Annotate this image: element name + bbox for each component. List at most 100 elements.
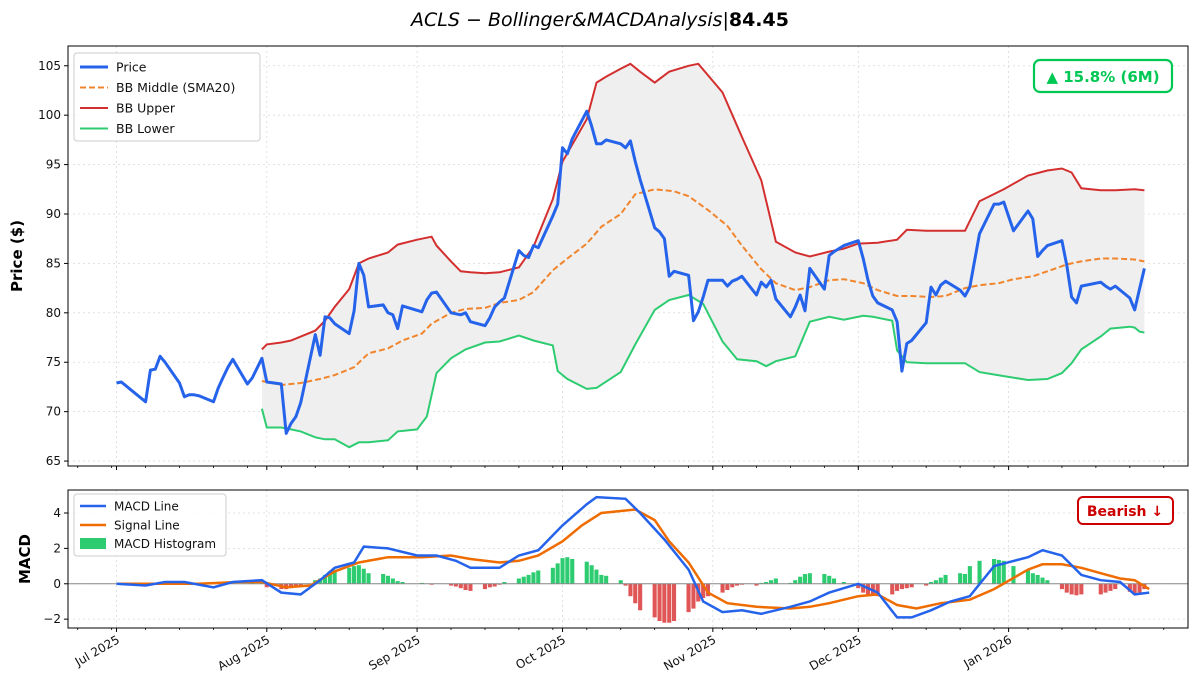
bb-upper-line <box>261 62 1145 351</box>
price-y-tick-label: 65 <box>46 454 61 468</box>
macd-histogram-bar <box>967 566 972 584</box>
price-legend-label: BB Lower <box>116 121 175 136</box>
macd-histogram-bar <box>1098 583 1103 595</box>
price-legend-frame <box>73 52 261 142</box>
macd-histogram-bar <box>996 559 1001 584</box>
macd-histogram-bar <box>638 583 643 611</box>
macd-histogram-bar <box>298 583 303 586</box>
price-y-axis-title: Price ($) <box>8 220 26 292</box>
macd-histogram-bar <box>327 571 332 584</box>
price-legend: Price BB Middle (SMA20) BB Upper BB Lower <box>73 52 261 142</box>
macd-histogram-bar <box>861 583 866 593</box>
macd-histogram-bar <box>492 583 497 587</box>
macd-histogram-bar <box>594 569 599 584</box>
macd-histogram-bar <box>458 583 463 589</box>
macd-histogram-bar <box>395 581 400 584</box>
macd-histogram-bar <box>802 574 807 584</box>
macd-legend-label: MACD Line <box>114 500 179 514</box>
macd-histogram-bar <box>725 583 730 590</box>
macd-histogram-bar <box>502 582 507 584</box>
macd-histogram-bar <box>827 575 832 584</box>
macd-histogram-bar <box>657 583 662 621</box>
price-panel: 65 70 75 80 85 90 95 100 105 Price ($) Price BB Mid… <box>8 45 1189 468</box>
macd-histogram-bar <box>720 583 725 593</box>
macd-histogram-bar <box>856 583 861 589</box>
macd-histogram-bar <box>652 583 657 618</box>
macd-histogram-bar <box>381 574 386 584</box>
macd-histogram-bar <box>798 576 803 584</box>
price-legend-label: Price <box>116 60 147 75</box>
chart-title-price: 84.45 <box>729 9 789 31</box>
macd-legend-frame <box>73 493 227 557</box>
macd-histogram-bar <box>487 583 492 588</box>
price-y-tick-label: 95 <box>46 158 61 172</box>
macd-histogram-bar <box>589 565 594 584</box>
macd-histogram-bar <box>584 561 589 584</box>
macd-histogram-bar <box>628 583 633 597</box>
macd-y-tick-label: −2 <box>43 612 61 626</box>
macd-histogram-bar <box>686 583 691 613</box>
price-y-tick-label: 100 <box>38 108 61 122</box>
macd-histogram-bar <box>1074 583 1079 596</box>
macd-histogram-bar <box>599 574 604 584</box>
macd-histogram-bar <box>1137 583 1142 593</box>
macd-histogram-bar <box>1103 583 1108 593</box>
macd-histogram-bar <box>1069 583 1074 595</box>
price-panel-frame <box>67 45 1189 467</box>
macd-histogram-bar <box>764 582 769 584</box>
macd-histogram-bar <box>890 583 895 595</box>
macd-histogram-bar <box>565 557 570 584</box>
macd-panel-frame <box>67 489 1189 629</box>
macd-histogram-bar <box>924 583 929 586</box>
macd-histogram-bar <box>332 569 337 584</box>
macd-histogram-bar <box>1059 583 1064 590</box>
macd-histogram-bar <box>555 563 560 584</box>
macd-histogram-bar <box>366 573 371 584</box>
signal-badge: Bearish ↓ <box>1077 496 1174 525</box>
macd-histogram-bar <box>449 583 454 586</box>
price-y-tick-label: 70 <box>46 405 61 419</box>
macd-histogram-bar <box>1001 560 1006 584</box>
macd-histogram-bar <box>977 560 982 584</box>
macd-legend: MACD Line Signal Line MACD Histogram <box>73 493 227 557</box>
macd-histogram-bar <box>672 583 677 621</box>
macd-histogram-bar <box>1079 583 1084 595</box>
macd-histogram-bar <box>400 582 405 584</box>
macd-histogram-bar <box>807 573 812 584</box>
macd-histogram-bar <box>735 583 740 586</box>
performance-badge: ▲ 15.8% (6M) <box>1032 58 1174 94</box>
macd-histogram-bar <box>1113 583 1118 590</box>
macd-histogram-bar <box>453 583 458 587</box>
bollinger-band-fill <box>261 63 1145 448</box>
macd-histogram-bar <box>705 583 710 597</box>
macd-histogram-bar <box>536 570 541 584</box>
bb-middle-line <box>261 188 1145 387</box>
macd-histogram-bar <box>623 583 628 586</box>
macd-histogram-bar <box>754 583 759 586</box>
macd-histogram-bar <box>832 578 837 584</box>
price-y-tick-label: 75 <box>46 355 61 369</box>
macd-histogram-bar <box>1127 583 1132 592</box>
macd-legend-label: MACD Histogram <box>114 537 216 551</box>
macd-histogram-bar <box>841 582 846 584</box>
macd-histogram-bar <box>962 574 967 584</box>
macd-histogram-bar <box>1035 574 1040 584</box>
chart-title: ACLS − Bollinger&MACDAnalysis|84.45 <box>409 9 789 31</box>
macd-histogram-bar <box>1132 583 1137 595</box>
macd-histogram-bar <box>662 583 667 623</box>
macd-histogram-bar <box>667 583 672 623</box>
macd-histogram-bar <box>521 576 526 584</box>
macd-histogram-bar <box>570 559 575 584</box>
macd-histogram-bar <box>822 574 827 584</box>
price-legend-label: BB Middle (SMA20) <box>116 80 235 95</box>
macd-histogram-bar <box>904 583 909 589</box>
price-y-tick-label: 90 <box>46 207 61 221</box>
price-y-tick-label: 85 <box>46 256 61 270</box>
chart-title-text: ACLS − Bollinger&MACDAnalysis| <box>409 9 729 31</box>
macd-histogram-bar <box>992 559 997 584</box>
macd-histogram-bar <box>633 583 638 604</box>
macd-histogram-bar <box>560 558 565 584</box>
macd-histogram-bar <box>482 583 487 590</box>
